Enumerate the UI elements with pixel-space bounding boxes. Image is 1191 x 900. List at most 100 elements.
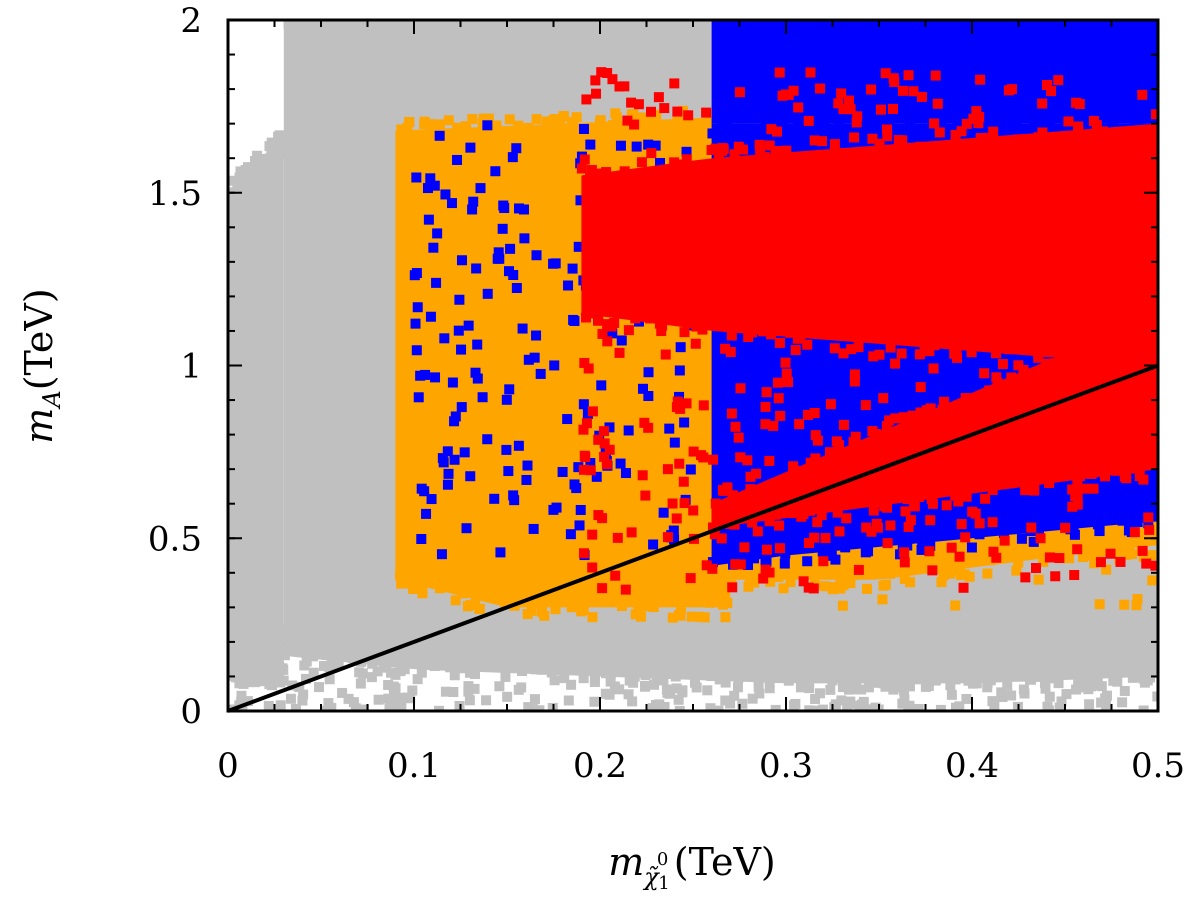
red-point [925, 221, 936, 232]
blue-point [419, 486, 430, 497]
gray-point [825, 684, 836, 695]
red-point [637, 168, 648, 179]
red-point [897, 135, 908, 146]
gray-point [1061, 689, 1072, 700]
orange-point [935, 563, 946, 574]
gray-point [589, 674, 600, 685]
blue-point [792, 20, 803, 29]
red-point [716, 145, 727, 156]
gray-point [256, 642, 267, 653]
red-point [991, 372, 1002, 383]
gray-point [612, 20, 623, 27]
gray-point [1148, 657, 1158, 668]
red-point [578, 464, 589, 475]
orange-point [785, 577, 796, 588]
red-point [1031, 563, 1042, 574]
orange-point [649, 424, 660, 435]
gray-point [1101, 690, 1112, 701]
y-tick-label: 0.5 [148, 519, 202, 559]
red-point [805, 505, 816, 516]
gray-point [605, 668, 616, 679]
gray-point [589, 696, 600, 707]
red-point [688, 446, 699, 457]
red-point [925, 403, 936, 414]
red-point [596, 67, 607, 78]
orange-point [542, 383, 553, 394]
red-point [730, 559, 741, 570]
red-point [885, 342, 896, 353]
blue-point [442, 479, 453, 490]
red-point [737, 144, 748, 155]
blue-point [582, 408, 593, 419]
gray-point [1126, 652, 1137, 663]
gray-point [276, 624, 287, 635]
gray-point [300, 673, 311, 684]
red-point [782, 377, 793, 388]
gray-point [401, 692, 412, 703]
gray-point [343, 693, 354, 704]
orange-point [595, 594, 606, 605]
gray-point [252, 167, 263, 178]
red-point [742, 455, 753, 466]
blue-point [956, 111, 967, 122]
gray-point [429, 661, 440, 672]
red-point [816, 500, 827, 511]
blue-point [1045, 8, 1055, 18]
blue-point [615, 458, 626, 469]
red-point [846, 344, 857, 355]
gray-point [697, 7, 707, 17]
blue-point [1001, 126, 1012, 137]
red-point [899, 547, 910, 558]
gray-point [718, 649, 729, 660]
gray-point [245, 677, 256, 688]
red-point [756, 311, 767, 322]
red-point [1132, 157, 1143, 168]
gray-point [669, 633, 680, 644]
blue-point [431, 277, 442, 288]
gray-point [978, 638, 989, 649]
gray-point [658, 675, 669, 686]
red-point [604, 189, 615, 200]
gray-point [367, 658, 378, 669]
gray-point [897, 698, 908, 709]
gray-point [851, 677, 862, 688]
blue-point [648, 539, 659, 550]
red-point [838, 104, 849, 115]
gray-point [891, 635, 902, 646]
blue-point [780, 9, 790, 19]
red-point [852, 111, 863, 122]
blue-point [1017, 23, 1028, 34]
gray-point [720, 677, 731, 688]
red-point [672, 396, 683, 407]
red-point [1038, 383, 1049, 394]
gray-point [893, 649, 904, 660]
gray-point [987, 696, 998, 707]
red-point [667, 498, 678, 509]
red-point [803, 115, 814, 126]
gray-point [914, 623, 925, 634]
gray-point [646, 630, 657, 641]
blue-point [995, 521, 1006, 532]
red-point [607, 74, 618, 85]
orange-point [676, 603, 687, 614]
orange-point [837, 600, 848, 611]
gray-point [278, 675, 289, 686]
blue-point [440, 189, 451, 200]
blue-point [669, 437, 680, 448]
orange-point [1081, 525, 1092, 536]
blue-point [915, 528, 926, 539]
gray-point [491, 631, 502, 642]
blue-point [674, 365, 685, 376]
gray-point [337, 687, 348, 698]
blue-point [1000, 10, 1010, 20]
orange-point [1098, 546, 1109, 557]
red-point [869, 480, 880, 491]
red-point [777, 90, 788, 101]
blue-point [411, 172, 422, 183]
gray-point [1129, 641, 1140, 652]
red-point [919, 345, 930, 356]
red-point [812, 435, 823, 446]
blue-point [1036, 122, 1047, 133]
gray-point [470, 6, 480, 16]
red-point [785, 327, 796, 338]
